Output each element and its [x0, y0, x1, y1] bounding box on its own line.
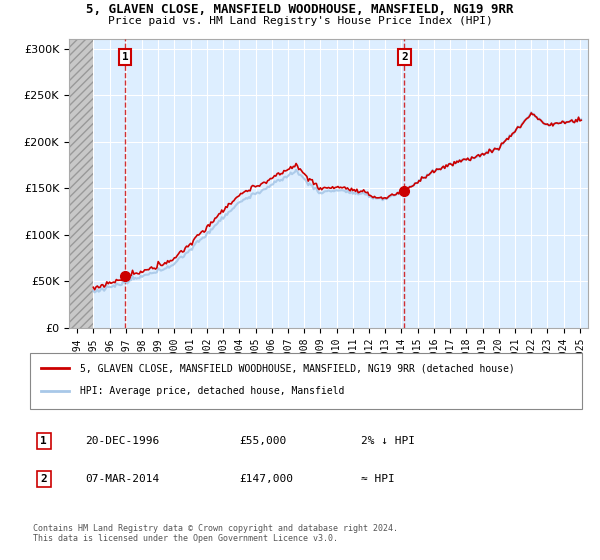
Text: HPI: Average price, detached house, Mansfield: HPI: Average price, detached house, Mans… [80, 386, 344, 396]
Text: ≈ HPI: ≈ HPI [361, 474, 395, 484]
Text: 07-MAR-2014: 07-MAR-2014 [85, 474, 160, 484]
FancyBboxPatch shape [30, 353, 582, 409]
Text: 1: 1 [122, 52, 128, 62]
Text: Contains HM Land Registry data © Crown copyright and database right 2024.
This d: Contains HM Land Registry data © Crown c… [33, 524, 398, 543]
Bar [69, 39, 94, 328]
Text: 2: 2 [401, 52, 408, 62]
Text: £55,000: £55,000 [240, 436, 287, 446]
Text: £147,000: £147,000 [240, 474, 294, 484]
Text: 1: 1 [40, 436, 47, 446]
Text: 2: 2 [40, 474, 47, 484]
Text: Price paid vs. HM Land Registry's House Price Index (HPI): Price paid vs. HM Land Registry's House … [107, 16, 493, 26]
Text: 5, GLAVEN CLOSE, MANSFIELD WOODHOUSE, MANSFIELD, NG19 9RR (detached house): 5, GLAVEN CLOSE, MANSFIELD WOODHOUSE, MA… [80, 363, 514, 374]
Text: 2% ↓ HPI: 2% ↓ HPI [361, 436, 415, 446]
Text: 20-DEC-1996: 20-DEC-1996 [85, 436, 160, 446]
Text: 5, GLAVEN CLOSE, MANSFIELD WOODHOUSE, MANSFIELD, NG19 9RR: 5, GLAVEN CLOSE, MANSFIELD WOODHOUSE, MA… [86, 3, 514, 16]
